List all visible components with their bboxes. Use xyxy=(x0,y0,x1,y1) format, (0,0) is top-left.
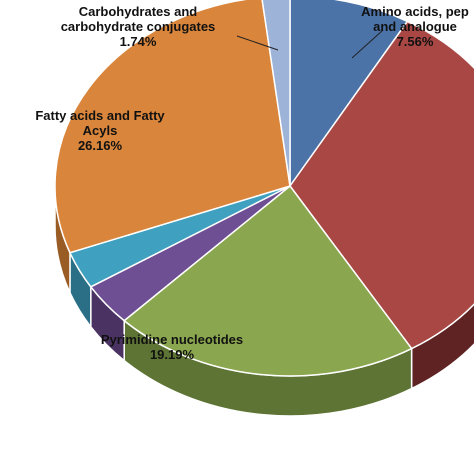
label-carbohydrates: Carbohydrates and carbohydrate conjugate… xyxy=(60,4,216,49)
pie-top-layer xyxy=(54,0,474,377)
pie-slice-unlabeled-1 xyxy=(289,20,474,350)
pie-slice-fatty-acids-and-fatty-acyls-5 xyxy=(54,0,291,254)
label-amino-acids: Amino acids, pep and analogue 7.56% xyxy=(361,4,469,49)
label-pyrimidine: Pyrimidine nucleotides 19.19% xyxy=(100,332,244,362)
leader-line-carbohydrates xyxy=(236,35,279,51)
pie-slice-amino-acids-peptides-and-analogues-0 xyxy=(289,0,409,189)
pie-slice-pyrimidine-nucleotides-2 xyxy=(122,184,413,377)
label-fatty-acids: Fatty acids and Fatty Acyls 26.16% xyxy=(35,108,165,153)
leader-line-amino-acids xyxy=(351,29,384,59)
